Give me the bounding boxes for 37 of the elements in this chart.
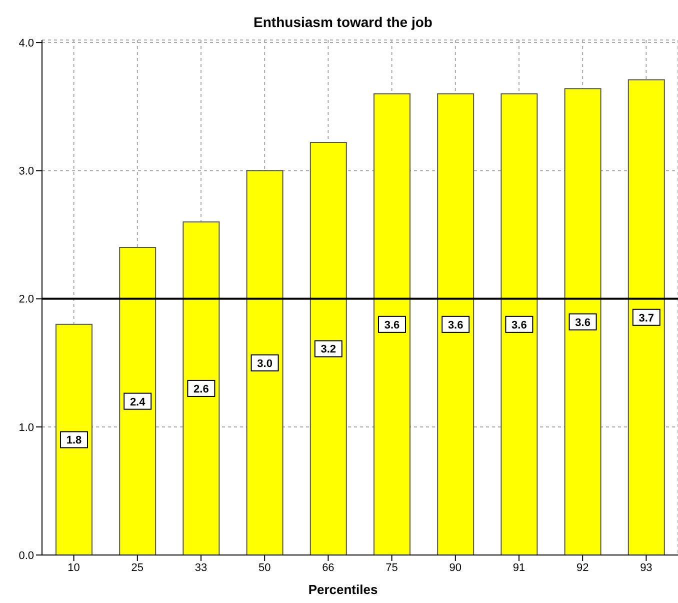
x-tick-label: 50 — [258, 562, 271, 574]
bar — [55, 324, 92, 555]
y-tick-label: 3.0 — [18, 166, 34, 178]
x-tick-label: 25 — [131, 562, 144, 574]
x-tick-label: 75 — [386, 562, 398, 574]
bar — [373, 93, 410, 555]
data-label: 3.7 — [638, 312, 654, 324]
x-tick-label: 91 — [512, 562, 526, 574]
bar — [246, 170, 284, 555]
data-label: 3.6 — [448, 319, 464, 332]
bar — [119, 247, 156, 555]
y-tick-label: 4.0 — [18, 37, 34, 50]
x-axis-title: Percentiles — [307, 582, 379, 597]
y-tick-label: 1.0 — [18, 422, 34, 434]
data-label: 2.4 — [130, 396, 146, 408]
data-label: 3.0 — [257, 358, 272, 370]
x-tick-label: 92 — [576, 562, 589, 574]
data-label: 1.8 — [66, 434, 82, 447]
x-tick-label: 10 — [68, 562, 80, 574]
bar — [310, 142, 347, 555]
data-label: 3.2 — [320, 344, 336, 356]
bar — [437, 93, 474, 555]
data-label: 3.6 — [384, 319, 400, 332]
bar — [628, 79, 665, 555]
y-tick-label: 2.0 — [18, 294, 34, 306]
chart-title: Enthusiasm toward the job — [252, 14, 434, 30]
data-label: 3.6 — [575, 316, 590, 329]
x-tick-label: 66 — [322, 562, 334, 574]
data-label: 3.6 — [512, 319, 527, 332]
bar — [500, 93, 538, 555]
x-tick-label: 93 — [640, 562, 652, 574]
bar — [182, 221, 220, 555]
x-tick-label: 33 — [194, 562, 208, 574]
y-tick-label: 0.0 — [18, 550, 34, 562]
data-label: 2.6 — [194, 383, 209, 396]
x-tick-label: 90 — [449, 562, 462, 574]
bar — [564, 88, 602, 555]
